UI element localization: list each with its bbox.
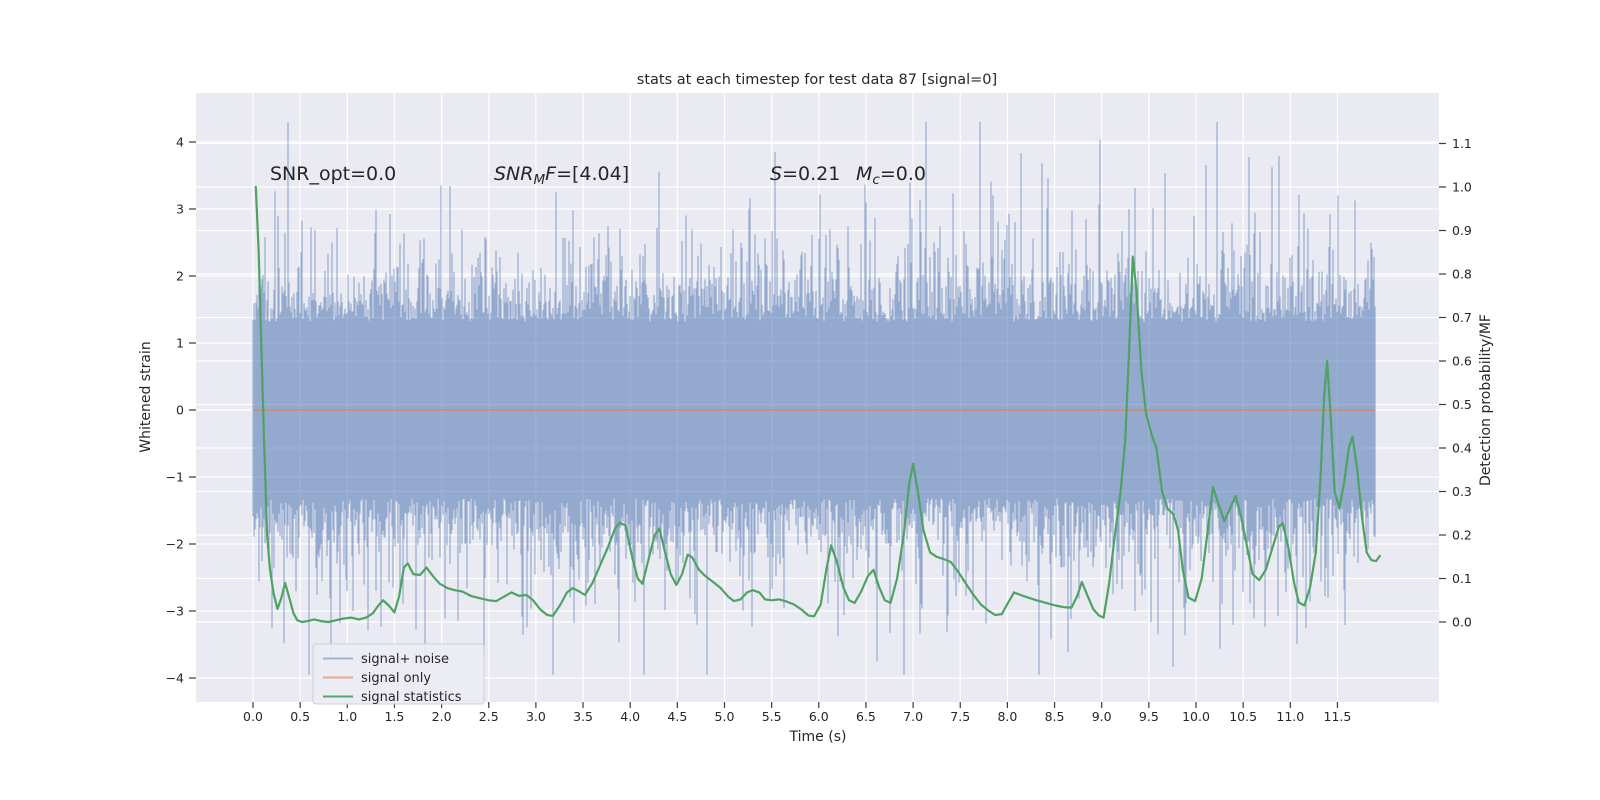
y-left-tick-label: 0: [176, 403, 184, 418]
y-right-tick-label: 0.4: [1452, 441, 1472, 456]
stat-annotation: SNR_opt=0.0: [270, 163, 396, 185]
y-left-axis-label: Whitened strain: [138, 341, 154, 452]
x-tick-label: 2.0: [432, 709, 452, 724]
y-right-tick-label: 0.3: [1452, 484, 1472, 499]
stat-annotation: SNRMF=[4.04]: [494, 163, 629, 188]
y-right-tick-label: 0.5: [1452, 397, 1472, 412]
x-tick-label: 4.0: [620, 709, 640, 724]
x-tick-label: 3.0: [526, 709, 546, 724]
legend-label: signal+ noise: [361, 652, 449, 667]
legend-item: signal statistics: [323, 690, 462, 705]
x-tick-label: 5.5: [762, 709, 782, 724]
y-right-tick-label: 0.6: [1452, 354, 1472, 369]
x-tick-label: 8.0: [997, 709, 1017, 724]
y-right-tick-label: 0.7: [1452, 310, 1472, 325]
x-tick-label: 0.0: [243, 709, 263, 724]
legend-item: signal+ noise: [323, 652, 449, 667]
y-left-tick-label: −4: [166, 671, 184, 686]
x-tick-label: 1.5: [385, 709, 405, 724]
signal-statistics-line: [254, 185, 1382, 624]
x-tick-label: 6.5: [856, 709, 876, 724]
legend-label: signal only: [361, 671, 431, 686]
y-left-tick-label: 4: [176, 135, 184, 150]
y-right-tick-label: 0.1: [1452, 571, 1472, 586]
x-axis-label: Time (s): [789, 729, 847, 745]
x-tick-label: 11.0: [1276, 709, 1304, 724]
legend: signal+ noise signal only signal statist…: [312, 643, 485, 705]
legend-item: signal only: [323, 671, 431, 686]
y-left-tick-label: 3: [176, 202, 184, 217]
x-tick-label: 10.5: [1229, 709, 1257, 724]
x-tick-label: 1.0: [337, 709, 357, 724]
y-left-tick-label: −1: [166, 470, 184, 485]
x-tick-label: 7.0: [903, 709, 923, 724]
annotations-layer: SNR_opt=0.0 SNRMF=[4.04] S=0.21 Mc=0.0: [270, 163, 926, 188]
x-tick-label: 6.0: [809, 709, 829, 724]
legend-label: signal statistics: [361, 690, 462, 705]
y-right-tick-label: 0.9: [1452, 223, 1472, 238]
x-tick-label: 8.5: [1045, 709, 1065, 724]
y-left-tick-label: −3: [166, 604, 184, 619]
y-right-tick-label: 1.0: [1452, 180, 1472, 195]
y-left-tick-label: 2: [176, 269, 184, 284]
y-left-tick-label: −2: [166, 537, 184, 552]
y-left-tick-label: 1: [176, 336, 184, 351]
stat-annotation: S=0.21: [770, 163, 840, 185]
legend-box: [312, 643, 485, 705]
x-tick-label: 7.5: [950, 709, 970, 724]
x-tick-label: 2.5: [479, 709, 499, 724]
stat-annotation: Mc=0.0: [856, 163, 926, 188]
y-right-tick-label: 0.0: [1452, 615, 1472, 630]
y-right-tick-label: 1.1: [1452, 136, 1472, 151]
x-tick-label: 0.5: [290, 709, 310, 724]
x-tick-label: 9.5: [1139, 709, 1159, 724]
plot-title: stats at each timestep for test data 87 …: [637, 72, 997, 88]
x-tick-label: 5.0: [715, 709, 735, 724]
y-right-tick-label: 0.8: [1452, 267, 1472, 282]
x-tick-label: 3.5: [573, 709, 593, 724]
y-right-tick-label: 0.2: [1452, 528, 1472, 543]
x-tick-label: 9.0: [1092, 709, 1112, 724]
x-tick-label: 4.5: [667, 709, 687, 724]
x-tick-label: 11.5: [1324, 709, 1352, 724]
x-tick-label: 10.0: [1182, 709, 1210, 724]
tick-labels: 0.0 0.5 1.0 1.5 2.0 2.5 3.0 3.5 4.0 4.5 5.0 5.5 6.0 6…: [166, 135, 1472, 725]
y-right-axis-label: Detection probability/MF: [1478, 314, 1494, 486]
